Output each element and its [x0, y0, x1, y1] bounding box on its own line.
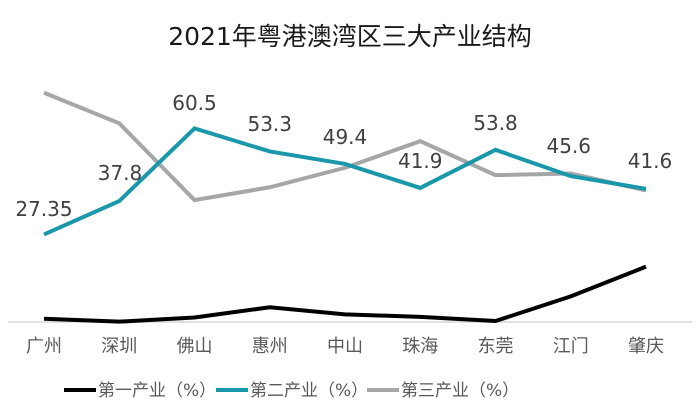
- data-label: 37.8: [98, 161, 143, 185]
- x-axis-labels: 广州 深圳 佛山 惠州 中山 珠海 东莞 江门 肇庆: [26, 336, 664, 357]
- x-tick-label: 佛山: [177, 336, 213, 357]
- data-label: 45.6: [546, 134, 591, 158]
- x-tick-label: 中山: [327, 336, 363, 357]
- series-line-1: [43, 264, 647, 324]
- legend-item-2: 第二产业（%）: [216, 381, 368, 401]
- legend-item-1: 第一产业（%）: [64, 381, 216, 401]
- data-label: 53.8: [473, 111, 518, 135]
- chart-title: 2021年粤港澳湾区三大产业结构: [168, 22, 532, 51]
- x-tick-label: 东莞: [478, 336, 514, 357]
- data-label: 60.5: [172, 91, 217, 115]
- data-label: 27.35: [15, 197, 72, 221]
- x-tick-label: 深圳: [101, 336, 137, 357]
- legend-item-3: 第三产业（%）: [367, 381, 519, 401]
- x-tick-label: 惠州: [252, 336, 288, 357]
- x-tick-label: 珠海: [402, 336, 438, 357]
- x-tick-label: 肇庆: [628, 336, 664, 357]
- x-tick-label: 江门: [553, 336, 589, 357]
- data-label: 53.3: [247, 112, 292, 136]
- series-lines: [43, 90, 647, 324]
- legend-label: 第三产业（%）: [401, 381, 519, 401]
- data-label: 41.6: [628, 149, 673, 173]
- legend-label: 第一产业（%）: [98, 381, 216, 401]
- data-label: 49.4: [323, 125, 368, 149]
- x-tick-label: 广州: [26, 336, 62, 357]
- data-label: 41.9: [398, 149, 443, 173]
- data-labels: 27.35 37.8 60.5 53.3 49.4 41.9 53.8 45.6 41.6: [15, 91, 672, 221]
- legend: 第一产业（%） 第二产业（%） 第三产业（%）: [64, 381, 519, 401]
- legend-label: 第二产业（%）: [250, 381, 368, 401]
